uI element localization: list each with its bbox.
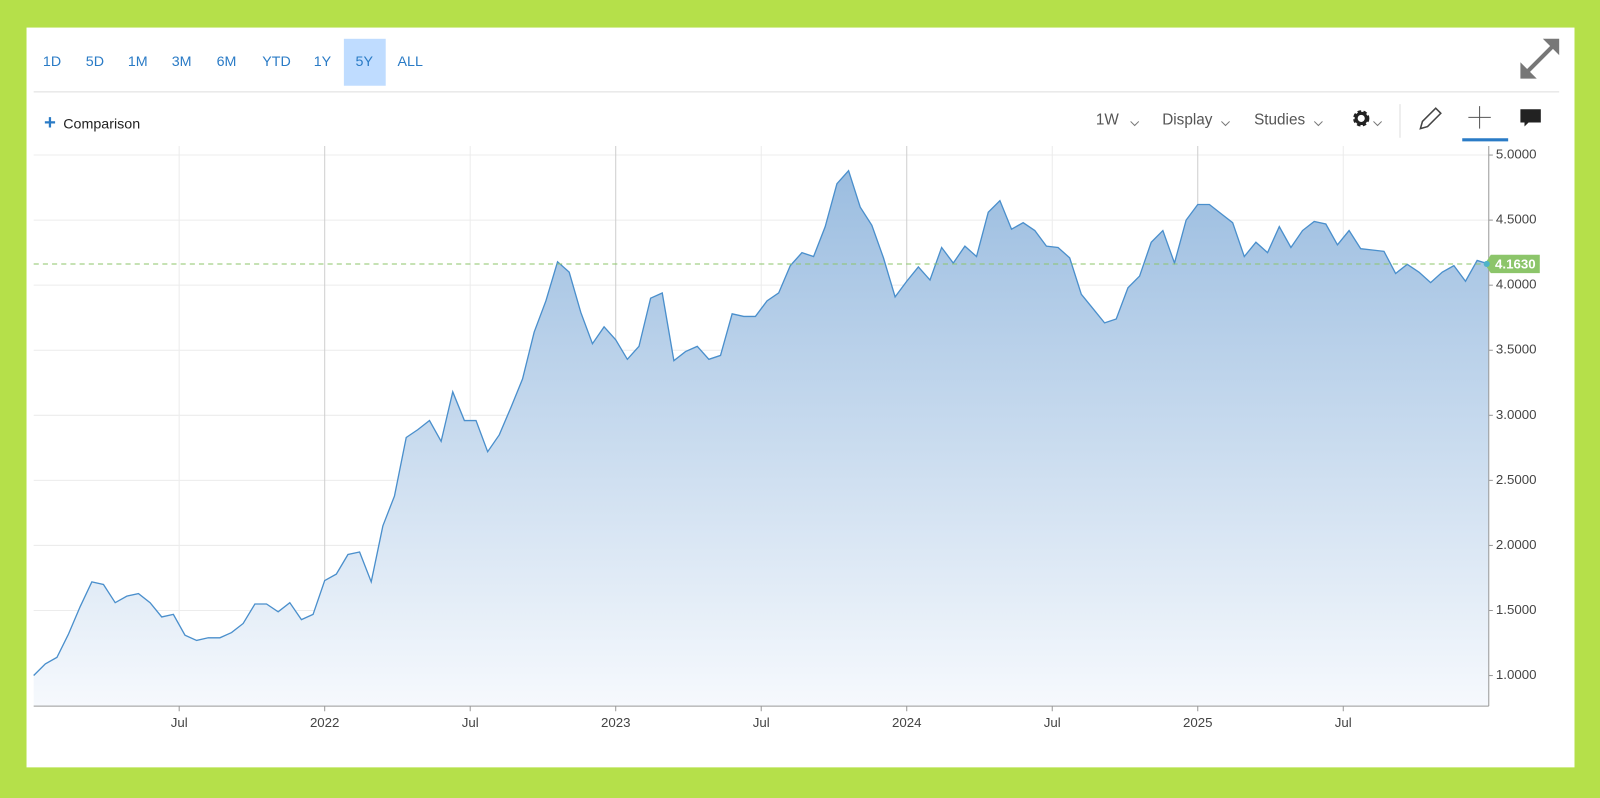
y-tick-label: 3.5000: [1496, 342, 1537, 357]
draw-icon[interactable]: [1419, 107, 1442, 130]
x-tick-label: 2024: [892, 715, 921, 730]
comparison-label[interactable]: Comparison: [63, 116, 140, 132]
x-tick-label: Jul: [462, 715, 479, 730]
comparison-button[interactable]: + Comparison: [44, 112, 140, 134]
range-button[interactable]: 5Y: [356, 54, 374, 70]
range-button[interactable]: 1D: [43, 54, 61, 70]
y-tick-label: 4.0000: [1496, 277, 1537, 292]
line: [33, 169, 1489, 676]
studies-button[interactable]: Studies: [1254, 111, 1305, 128]
interval-button[interactable]: 1W: [1096, 111, 1120, 128]
range-button[interactable]: 1Y: [314, 54, 332, 70]
active-range-highlight: [343, 38, 386, 86]
x-tick-label: Jul: [1044, 715, 1061, 730]
range-button[interactable]: 5D: [86, 54, 104, 70]
y-tick-label: 1.0000: [1496, 667, 1537, 682]
comment-icon[interactable]: [1520, 109, 1541, 127]
price-tag: [1484, 254, 1540, 274]
range-button[interactable]: 1M: [128, 54, 148, 70]
y-tick-label: 4.5000: [1496, 212, 1537, 227]
range-button[interactable]: 6M: [217, 54, 237, 70]
y-tick-label: 3.0000: [1496, 407, 1537, 422]
range-button[interactable]: ALL: [398, 54, 423, 70]
crosshair-icon[interactable]: [1468, 106, 1491, 129]
settings-icon[interactable]: [1353, 110, 1382, 127]
plot-area: 1.0000 1.5000 2.0000 2.5000 3.0000 3.5000 4.00…: [33, 145, 1540, 730]
x-tick-label: 2025: [1183, 715, 1212, 730]
x-tick-label: 2023: [601, 715, 630, 730]
chevron: [1221, 121, 1230, 127]
x-tick-label: Jul: [753, 715, 770, 730]
y-tick-label: 1.5000: [1496, 602, 1537, 617]
range-button[interactable]: YTD: [262, 54, 291, 70]
area: [33, 170, 1489, 707]
y-tick-label: 2.5000: [1496, 472, 1537, 487]
range-button[interactable]: 3M: [172, 54, 192, 70]
y-tick-label: 5.0000: [1496, 147, 1537, 162]
chevron: [1313, 121, 1323, 127]
y-tick-label: 2.0000: [1496, 537, 1537, 552]
x-tick-label: Jul: [171, 715, 188, 730]
x-tick-label: Jul: [1335, 715, 1352, 730]
x-tick-label: 2022: [310, 715, 339, 730]
price-dot: [1483, 260, 1490, 268]
display-button[interactable]: Display: [1162, 111, 1213, 128]
chevron: [1130, 121, 1140, 127]
price-label: 4.1630: [1495, 256, 1536, 271]
plus-icon: +: [44, 112, 56, 134]
